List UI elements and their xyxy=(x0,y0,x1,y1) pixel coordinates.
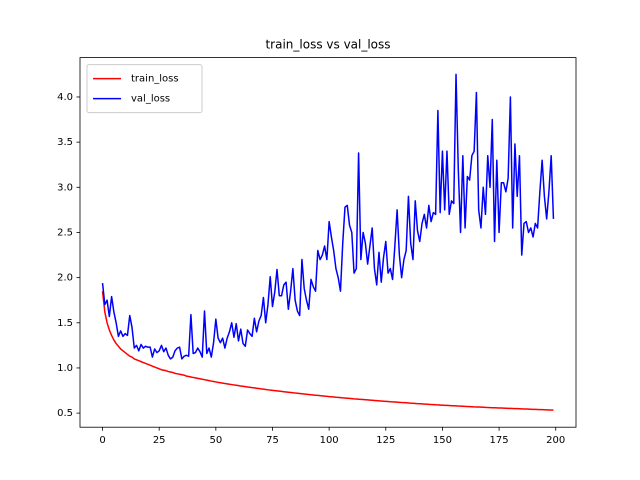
x-tick-label: 200 xyxy=(546,435,565,446)
axes-frame xyxy=(79,57,577,428)
y-tick-label: 1.5 xyxy=(57,318,73,329)
legend-label: train_loss xyxy=(131,74,179,85)
legend-box xyxy=(86,64,203,114)
x-tick-label: 50 xyxy=(209,435,222,446)
series-line xyxy=(101,73,555,360)
series-line xyxy=(101,291,554,411)
y-tick-label: 3.5 xyxy=(57,137,73,148)
x-tick-label: 150 xyxy=(433,435,452,446)
x-tick-label: 25 xyxy=(153,435,166,446)
y-tick-label: 2.0 xyxy=(57,273,73,284)
y-tick-label: 1.0 xyxy=(57,363,73,374)
chart-title: train_loss vs val_loss xyxy=(265,38,390,52)
x-tick-label: 0 xyxy=(99,435,105,446)
x-tick-label: 125 xyxy=(376,435,395,446)
y-tick-label: 2.5 xyxy=(57,227,73,238)
legend-label: val_loss xyxy=(131,94,170,105)
y-tick-label: 3.0 xyxy=(57,182,73,193)
x-tick-label: 100 xyxy=(320,435,339,446)
y-tick-label: 4.0 xyxy=(57,92,73,103)
x-tick-label: 75 xyxy=(266,435,279,446)
x-tick-label: 175 xyxy=(490,435,509,446)
y-tick-label: 0.5 xyxy=(57,408,73,419)
